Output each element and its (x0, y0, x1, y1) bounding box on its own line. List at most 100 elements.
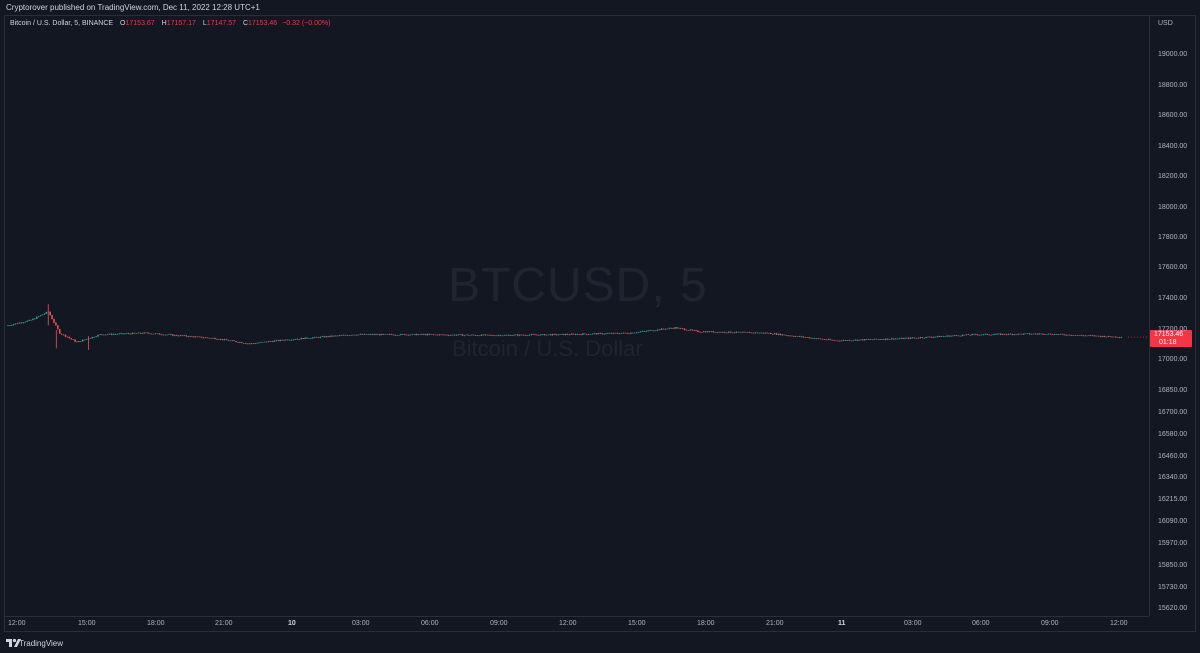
candle-body (164, 334, 166, 336)
price-tick: 16700.00 (1158, 409, 1188, 416)
candle-body (18, 322, 21, 324)
candle-body (426, 334, 429, 336)
candle-body (110, 333, 113, 335)
candle-body (388, 334, 391, 335)
candle-body (81, 339, 84, 342)
candle-body (526, 335, 529, 336)
candle-body (1036, 333, 1039, 335)
candle-body (1017, 333, 1019, 335)
candle-body (833, 340, 835, 341)
candle-body (507, 334, 510, 336)
candle-body (365, 334, 368, 335)
candle-body (116, 334, 119, 335)
candle-body (149, 333, 151, 334)
candle-body (743, 331, 745, 333)
candle-body (191, 336, 193, 337)
last-price-value: 17153.46 (1154, 331, 1184, 338)
candle-body (950, 335, 952, 337)
candle-body (817, 338, 820, 339)
price-axis[interactable] (1149, 16, 1196, 616)
candle-body (936, 336, 939, 337)
candle-body (559, 334, 561, 335)
candle-body (846, 340, 849, 341)
candle-body (586, 334, 588, 335)
candle-body (955, 335, 958, 336)
candle-body (356, 334, 358, 336)
candle-body (453, 334, 456, 336)
candle-body (1047, 333, 1050, 335)
candle-body (53, 319, 55, 323)
candle-body (1057, 334, 1060, 335)
candle-body (1030, 334, 1033, 335)
candle-body (254, 343, 257, 344)
candle-body (689, 329, 692, 331)
candle-body (980, 334, 983, 336)
candle-body (835, 340, 837, 342)
time-tick: 12:00 (8, 620, 26, 627)
candle-body (609, 333, 611, 334)
candle-body (196, 336, 199, 338)
candle-body (43, 313, 46, 315)
candle-body (1000, 333, 1002, 335)
candle-body (444, 334, 446, 336)
candle-body (262, 341, 264, 343)
candle-body (371, 334, 373, 335)
candle-body (881, 339, 883, 340)
candle-body (708, 331, 711, 333)
candle-body (612, 332, 615, 334)
candle-body (762, 332, 764, 334)
candle-body (748, 332, 751, 334)
candle-body (1070, 335, 1073, 336)
candle-body (967, 334, 970, 335)
candle-body (1120, 337, 1123, 338)
candle-body (221, 339, 224, 340)
candle-body (198, 336, 201, 338)
candle-body (267, 341, 270, 343)
candle-body (860, 339, 862, 341)
candle-body (706, 331, 709, 333)
candle-body (338, 335, 341, 336)
candle-body (12, 324, 15, 326)
candle-body (842, 340, 845, 341)
tradingview-logo-icon[interactable] (6, 638, 24, 648)
candle-body (1026, 333, 1029, 335)
candle-body (543, 334, 546, 336)
candle-body (183, 335, 186, 337)
candle-body (172, 334, 174, 336)
candle-body (693, 330, 695, 331)
time-tick: 03:00 (904, 620, 922, 627)
candle-body (260, 342, 262, 343)
candle-body (957, 335, 960, 337)
candle-body (265, 341, 268, 343)
candle-body (704, 331, 707, 333)
candle-body (154, 333, 157, 335)
footer-brand[interactable]: TradingView (19, 639, 64, 648)
candle-body (89, 338, 92, 339)
candle-body (333, 335, 335, 337)
candle-body (683, 328, 686, 330)
candle-body (120, 333, 122, 334)
candle-body (810, 337, 812, 339)
candle-body (1021, 333, 1023, 335)
candle-body (1032, 333, 1035, 335)
candle-body (41, 314, 44, 316)
time-axis[interactable] (5, 616, 1149, 632)
candle-body (890, 338, 893, 340)
candle-body (415, 333, 418, 336)
time-tick: 03:00 (352, 620, 370, 627)
candle-body (377, 334, 379, 335)
candle-body (871, 339, 874, 341)
candle-body (363, 334, 366, 335)
candle-body (597, 333, 600, 335)
candle-body (1040, 333, 1042, 335)
candle-body (691, 329, 694, 331)
candle-body (764, 332, 766, 334)
candle-body (283, 340, 285, 341)
price-tick: 19000.00 (1158, 51, 1188, 58)
candle-body (942, 336, 945, 337)
candle-body (1101, 336, 1104, 337)
candle-body (331, 335, 333, 337)
candle-body (325, 336, 327, 338)
legend-close-value: 17153.46 (248, 20, 278, 27)
candle-body (423, 334, 425, 335)
